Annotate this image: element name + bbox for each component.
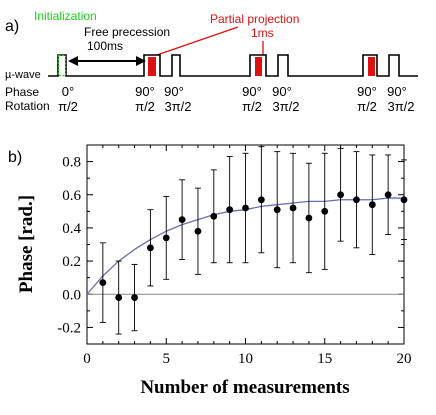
data-point: [384, 191, 392, 199]
data-point: [353, 196, 360, 204]
data-point: [289, 204, 297, 212]
data-point: [115, 294, 123, 301]
y-axis: -0.2 0.0 0.2 0.4 0.6 0.8: [57, 144, 404, 345]
rotation-label: π/2: [242, 99, 262, 114]
x-tick-label: 15: [317, 351, 332, 367]
y-axis-label: Phase [rad.]: [16, 195, 37, 293]
data-point: [305, 214, 313, 222]
rotation-label: π/2: [135, 99, 155, 114]
data-point: [321, 207, 329, 215]
phase-label: 90°: [387, 84, 407, 99]
y-tick-label: 0.8: [62, 155, 81, 171]
row-label-phase: Phase: [5, 85, 39, 99]
initialization-pulse: [57, 54, 67, 77]
panel-b-label: b): [8, 149, 22, 166]
data-point: [194, 227, 202, 235]
phase-label: 90°: [357, 84, 377, 99]
data-point: [273, 206, 281, 214]
phase-label: 90°: [272, 84, 292, 99]
x-axis-label: Number of measurements: [140, 377, 349, 398]
y-tick-label: 0.4: [62, 221, 81, 237]
partial-projection-label: Partial projection: [210, 12, 299, 26]
rotation-label: π/2: [357, 99, 377, 114]
rotation-label: π/2: [58, 99, 78, 114]
x-axis: 0 5 10 15 20: [83, 145, 412, 367]
row-label-microwave: µ-wave: [5, 69, 41, 81]
data-points: [99, 146, 408, 335]
rotation-label: 3π/2: [272, 99, 299, 114]
phase-label: 90°: [135, 84, 155, 99]
x-tick-label: 0: [83, 351, 91, 367]
partial-projection-time: 1ms: [251, 26, 274, 40]
data-point: [242, 204, 249, 212]
projection-pulse: [255, 57, 262, 76]
free-precession-time: 100ms: [87, 39, 123, 53]
data-point: [257, 196, 265, 204]
phase-label: 90°: [242, 84, 262, 99]
data-point: [400, 196, 408, 204]
data-point: [368, 201, 376, 209]
phase-label: 0°: [62, 84, 74, 99]
projection-pointer-line: [156, 26, 239, 56]
x-tick-label: 10: [238, 351, 253, 367]
y-tick-label: 0.6: [62, 188, 81, 204]
projection-pulse: [368, 57, 375, 76]
data-point: [99, 279, 107, 287]
y-tick-label: 0.2: [62, 254, 81, 270]
data-point: [337, 191, 344, 199]
data-point: [162, 234, 170, 242]
rotation-label: 3π/2: [164, 99, 191, 114]
panel-a-label: a): [5, 18, 19, 35]
data-point: [147, 244, 154, 252]
row-label-rotation: Rotation: [5, 99, 50, 113]
data-point: [131, 294, 138, 301]
rotation-label: 3π/2: [387, 99, 414, 114]
phase-label: 90°: [164, 84, 184, 99]
x-tick-label: 20: [397, 351, 412, 367]
y-tick-label: 0.0: [62, 287, 81, 303]
initialization-label: Initialization: [34, 9, 97, 23]
projection-pulse: [148, 57, 156, 76]
free-precession-label: Free precession: [84, 25, 170, 39]
y-tick-label: -0.2: [57, 320, 81, 336]
data-point: [210, 212, 218, 220]
data-point: [226, 206, 234, 214]
microwave-pulse-sequence: [48, 54, 418, 77]
free-precession-arrow: [68, 56, 146, 66]
data-point: [178, 216, 186, 224]
x-tick-label: 5: [163, 351, 171, 367]
